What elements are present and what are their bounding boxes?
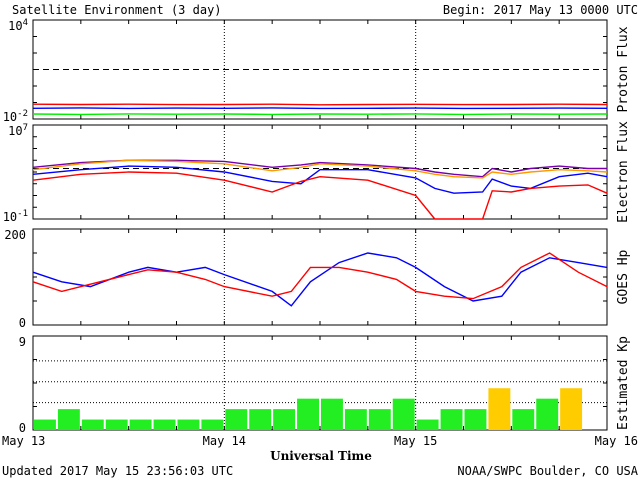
kp-bar [464,409,487,430]
y-axis-label: GOES Hp [616,249,631,304]
y-tick-label-bottom: 0 [19,316,26,330]
kp-bar [297,398,319,430]
series-line-0 [32,159,607,178]
kp-bar [344,409,367,430]
series-line-0 [32,252,608,307]
series-line-2 [32,113,608,116]
y-tick-label-top: 107 [8,123,28,138]
kp-bar [512,409,535,430]
series-line-1 [32,252,608,300]
credit-text: NOAA/SWPC Boulder, CO USA [457,464,638,478]
kp-bar [560,388,583,430]
kp-bar [129,419,152,430]
x-tick-label: May 14 [203,434,246,448]
x-tick-label: May 13 [2,434,45,448]
kp-bar [105,419,128,430]
kp-bar [177,419,200,430]
chart-title: Satellite Environment (3 day) [12,3,222,17]
x-tick-label: May 16 [595,434,638,448]
kp-bar [201,419,224,430]
kp-bar [153,419,176,430]
y-tick-label-bottom: 0 [19,421,26,435]
kp-bar [249,409,272,430]
kp-bar [416,419,439,430]
kp-bar [57,409,80,430]
y-tick-label-top: 104 [8,18,28,33]
kp-bar [34,419,56,430]
kp-bar [321,398,343,430]
series-line-1 [32,159,608,179]
kp-bar [488,388,511,430]
y-tick-label-top: 9 [19,335,26,349]
kp-bar [225,409,248,430]
kp-bar [273,409,296,430]
y-tick-label-top: 200 [4,228,26,242]
begin-time: Begin: 2017 May 13 0000 UTC [443,3,638,17]
y-axis-label: Proton Flux [616,26,631,112]
series-line-0 [32,103,608,106]
y-tick-label-bottom: 10-2 [3,109,28,124]
y-tick-label-bottom: 10-1 [3,209,28,224]
kp-bar [440,409,463,430]
y-axis-label: Electron Flux [616,121,631,223]
x-axis-label: Universal Time [270,449,372,463]
kp-bar [392,398,415,430]
kp-bar [368,409,391,430]
x-tick-label: May 15 [394,434,437,448]
kp-bar [536,398,559,430]
kp-bar [81,419,104,430]
series-line-3 [32,171,608,220]
series-line-1 [32,107,608,110]
updated-timestamp: Updated 2017 May 15 23:56:03 UTC [2,464,233,478]
y-axis-label: Estimated Kp [616,336,631,430]
